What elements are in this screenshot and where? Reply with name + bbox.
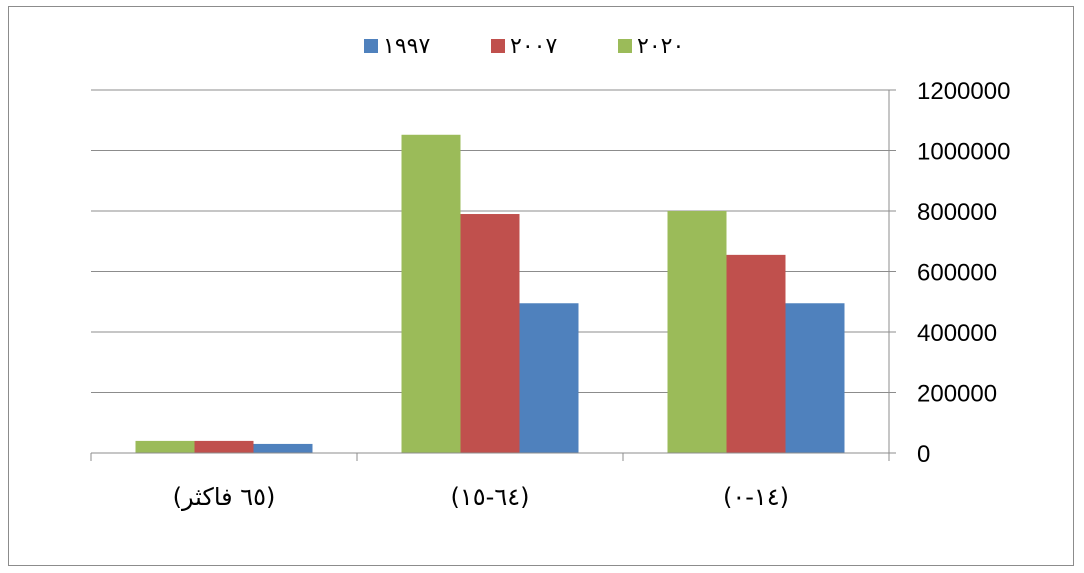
bar-2-1 [194,440,254,453]
y-tick-label: 800000 [917,199,997,226]
bar-2-3 [726,254,786,453]
y-tick-label: 600000 [917,260,997,287]
legend-swatch [618,39,632,53]
x-category-label: (٦٤-١٥) [451,483,530,511]
x-category-label: (٦٥ فاكثر) [173,483,276,511]
legend-label: ١٩٩٧ [383,34,430,59]
legend-swatch [491,39,505,53]
bar-3-1 [253,443,313,453]
bars [135,134,845,453]
chart-frame [8,6,1074,566]
bar-1-3 [667,211,727,453]
legend-label: ٢٠٠٧ [510,34,557,59]
bar-1-1 [135,440,195,453]
y-tick-label: 0 [917,441,930,468]
bar-3-3 [785,303,845,453]
y-tick-labels: 0 200000 400000 600000 800000 1000000 1200000 [917,78,1010,468]
x-category-labels: (٦٥ فاكثر) (٦٤-١٥) (١٤-٠) [173,483,789,511]
bar-1-2 [401,134,461,453]
x-category-label: (١٤-٠) [723,483,789,511]
y-tick-label: 400000 [917,320,997,347]
bar-2-2 [460,214,520,453]
legend-swatch [364,39,378,53]
legend: ١٩٩٧ ٢٠٠٧ ٢٠٢٠ [364,34,684,59]
bar-3-2 [519,303,579,453]
y-tick-label: 200000 [917,381,997,408]
legend-label: ٢٠٢٠ [637,34,684,59]
y-tick-label: 1000000 [917,139,1010,166]
axes [90,89,896,461]
y-tick-label: 1200000 [917,78,1010,105]
